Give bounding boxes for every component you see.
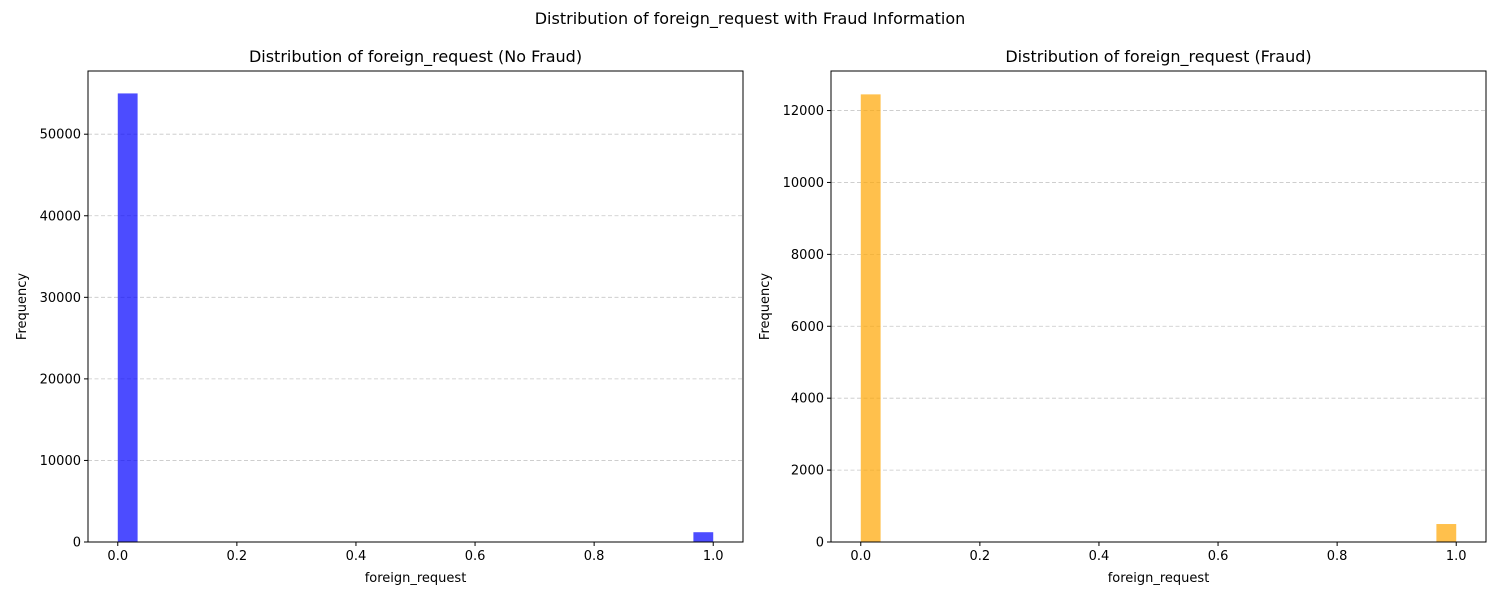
subplot-1: 0.0 0.2 0.4 0.6 0.8 1.0 0 2000 4000 6000 8000 10000… (758, 47, 1487, 586)
x-tick-label: 0.4 (346, 549, 367, 564)
axes-frame (87, 70, 744, 543)
y-tick-label: 10000 (40, 454, 81, 469)
histogram-bar (1436, 524, 1457, 542)
y-tick-label: 12000 (783, 104, 824, 119)
y-axis-label: Frequency (15, 273, 30, 340)
y-tick-label: 40000 (40, 209, 81, 224)
x-tick-label: 0.2 (227, 549, 248, 564)
histogram-bar (860, 94, 881, 542)
histogram-bar (117, 93, 138, 542)
y-tick-label: 0 (73, 536, 81, 551)
axes-frame (830, 70, 1487, 543)
x-tick-label: 1.0 (703, 549, 724, 564)
subplot-title: Distribution of foreign_request (Fraud) (1005, 47, 1311, 67)
y-tick-label: 50000 (40, 128, 81, 143)
x-axis-label: foreign_request (1108, 571, 1210, 586)
x-tick-label: 0.2 (970, 549, 991, 564)
y-tick-label: 30000 (40, 291, 81, 306)
histogram-bar (693, 532, 714, 542)
x-tick-label: 0.8 (1327, 549, 1348, 564)
subplot-0: 0.0 0.2 0.4 0.6 0.8 1.0 0 10000 20000 30000 40000 5… (15, 47, 744, 586)
x-tick-label: 1.0 (1446, 549, 1467, 564)
x-tick-label: 0.0 (107, 549, 128, 564)
x-tick-label: 0.4 (1089, 549, 1110, 564)
x-tick-label: 0.6 (1208, 549, 1229, 564)
y-tick-label: 6000 (791, 320, 824, 335)
y-tick-label: 0 (816, 536, 824, 551)
x-tick-label: 0.6 (465, 549, 486, 564)
y-tick-label: 2000 (791, 464, 824, 479)
y-axis-label: Frequency (758, 273, 773, 340)
subplot-title: Distribution of foreign_request (No Frau… (249, 47, 582, 67)
x-tick-label: 0.8 (584, 549, 605, 564)
y-tick-label: 10000 (783, 176, 824, 191)
y-tick-label: 4000 (791, 392, 824, 407)
x-tick-label: 0.0 (850, 549, 871, 564)
y-tick-label: 8000 (791, 248, 824, 263)
x-axis-label: foreign_request (365, 571, 467, 586)
figure-title: Distribution of foreign_request with Fra… (534, 9, 966, 28)
y-tick-label: 20000 (40, 372, 81, 387)
